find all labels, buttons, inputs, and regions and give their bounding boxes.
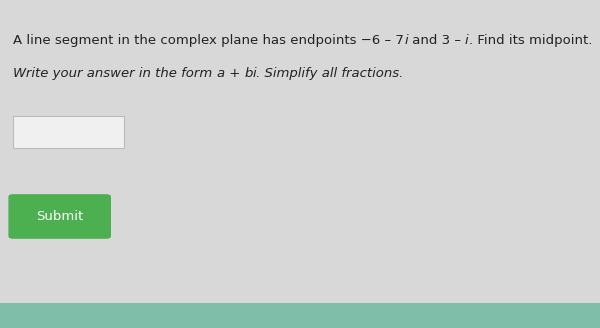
Text: i: i [253, 67, 256, 80]
Text: Write your answer in the form: Write your answer in the form [13, 67, 217, 80]
Text: a: a [217, 67, 225, 80]
Text: . Simplify all fractions.: . Simplify all fractions. [256, 67, 404, 80]
Text: . Find its midpoint.: . Find its midpoint. [469, 34, 592, 48]
Text: i: i [465, 34, 469, 48]
Text: and 3 –: and 3 – [407, 34, 465, 48]
Text: A line segment in the complex plane has endpoints −6 – 7: A line segment in the complex plane has … [13, 34, 404, 48]
Text: i: i [404, 34, 408, 48]
Text: +: + [225, 67, 244, 80]
Text: b: b [244, 67, 253, 80]
Text: Submit: Submit [36, 210, 83, 223]
